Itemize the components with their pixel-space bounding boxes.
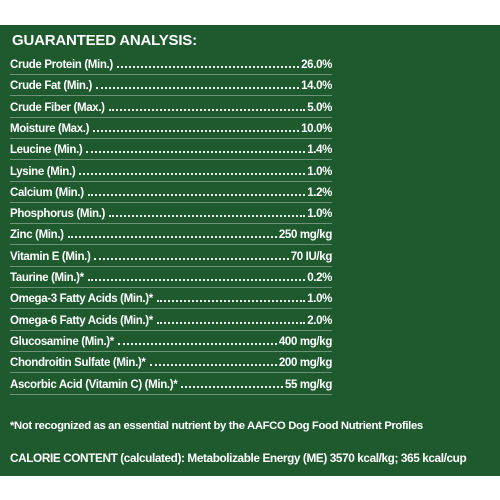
dot-leader xyxy=(149,364,277,367)
nutrient-row: Lysine (Min.) 1.0% xyxy=(10,161,332,182)
nutrient-label: Omega-3 Fatty Acids (Min.)* xyxy=(10,293,153,306)
nutrient-row: Phosphorus (Min.) 1.0% xyxy=(10,203,332,225)
nutrient-label: Crude Protein (Min.) xyxy=(10,59,113,71)
nutrient-value: 5.0% xyxy=(307,101,332,114)
nutrient-value: 26.0% xyxy=(301,59,332,71)
nutrient-label: Calcium (Min.) xyxy=(10,186,84,199)
nutrient-label: Leucine (Min.) xyxy=(10,144,83,157)
nutrient-value: 250 mg/kg xyxy=(278,229,332,242)
dot-leader xyxy=(156,300,306,303)
nutrient-label: Omega-6 Fatty Acids (Min.)* xyxy=(10,314,153,327)
nutrient-label: Lysine (Min.) xyxy=(10,165,76,178)
nutrient-value: 1.4% xyxy=(307,144,332,157)
nutrient-row: Vitamin E (Min.) 70 IU/kg xyxy=(10,246,332,267)
nutrient-label: Moisture (Max.) xyxy=(10,122,90,135)
nutrient-label: Glucosamine (Min.)* xyxy=(10,335,114,348)
nutrient-value: 2.0% xyxy=(307,314,332,327)
nutrient-row: Omega-3 Fatty Acids (Min.)* 1.0% xyxy=(10,288,332,310)
nutrient-row: Leucine (Min.) 1.4% xyxy=(10,139,332,161)
nutrient-row: Glucosamine (Min.)* 400 mg/kg xyxy=(10,331,332,352)
nutrient-label: Crude Fat (Min.) xyxy=(10,80,92,93)
dot-leader xyxy=(95,87,300,90)
nutrient-value: 200 mg/kg xyxy=(278,357,332,370)
nutrient-row: Chondroitin Sulfate (Min.)* 200 mg/kg xyxy=(10,352,332,374)
dot-leader xyxy=(87,193,306,196)
nutrient-label: Ascorbic Acid (Vitamin C) (Min.)* xyxy=(10,378,178,391)
nutrient-label: Chondroitin Sulfate (Min.)* xyxy=(10,357,146,370)
nutrient-row: Omega-6 Fatty Acids (Min.)* 2.0% xyxy=(10,310,332,331)
nutrient-value: 10.0% xyxy=(301,122,332,135)
nutrient-value: 1.0% xyxy=(307,208,332,221)
nutrient-label: Zinc (Min.) xyxy=(10,229,64,242)
dot-leader xyxy=(181,385,283,388)
nutrient-value: 1.0% xyxy=(307,293,332,306)
title: GUARANTEED ANALYSIS: xyxy=(12,32,197,49)
nutrient-value: 55 mg/kg xyxy=(284,378,332,391)
nutrient-row: Moisture (Max.) 10.0% xyxy=(10,118,332,139)
dot-leader xyxy=(87,279,306,281)
analysis-panel: GUARANTEED ANALYSIS: Crude Protein (Min.… xyxy=(0,25,500,476)
nutrient-row: Ascorbic Acid (Vitamin C) (Min.)* 55 mg/k… xyxy=(10,374,332,395)
nutrient-value: 14.0% xyxy=(301,80,332,93)
nutrient-label: Vitamin E (Min.) xyxy=(10,250,91,263)
nutrient-value: 0.2% xyxy=(307,272,332,284)
nutrient-row: Crude Fiber (Max.) 5.0% xyxy=(10,97,332,118)
dot-leader xyxy=(108,215,306,218)
nutrient-row: Crude Fat (Min.) 14.0% xyxy=(10,75,332,97)
nutrient-row: Crude Protein (Min.) 26.0% xyxy=(10,54,332,75)
nutrient-row: Zinc (Min.) 250 mg/kg xyxy=(10,224,332,246)
nutrient-label: Crude Fiber (Max.) xyxy=(10,101,105,114)
nutrient-value: 400 mg/kg xyxy=(278,335,332,348)
dot-leader xyxy=(79,172,306,175)
dot-leader xyxy=(117,342,277,345)
nutrient-row: Taurine (Min.)* 0.2% xyxy=(10,267,332,288)
dot-leader xyxy=(108,108,306,111)
dot-leader xyxy=(93,129,300,132)
dot-leader xyxy=(94,257,289,260)
nutrient-row: Calcium (Min.) 1.2% xyxy=(10,182,332,203)
dot-leader xyxy=(67,236,277,239)
footnote: *Not recognized as an essential nutrient… xyxy=(10,420,423,432)
calorie-content: CALORIE CONTENT (calculated): Metaboliza… xyxy=(10,451,467,465)
nutrient-label: Taurine (Min.)* xyxy=(10,272,84,284)
dot-leader xyxy=(116,66,300,68)
nutrient-label: Phosphorus (Min.) xyxy=(10,208,105,221)
nutrient-value: 1.2% xyxy=(307,186,332,199)
nutrient-value: 1.0% xyxy=(307,165,332,178)
dot-leader xyxy=(156,321,306,324)
dot-leader xyxy=(86,151,306,154)
nutrient-value: 70 IU/kg xyxy=(290,250,333,263)
